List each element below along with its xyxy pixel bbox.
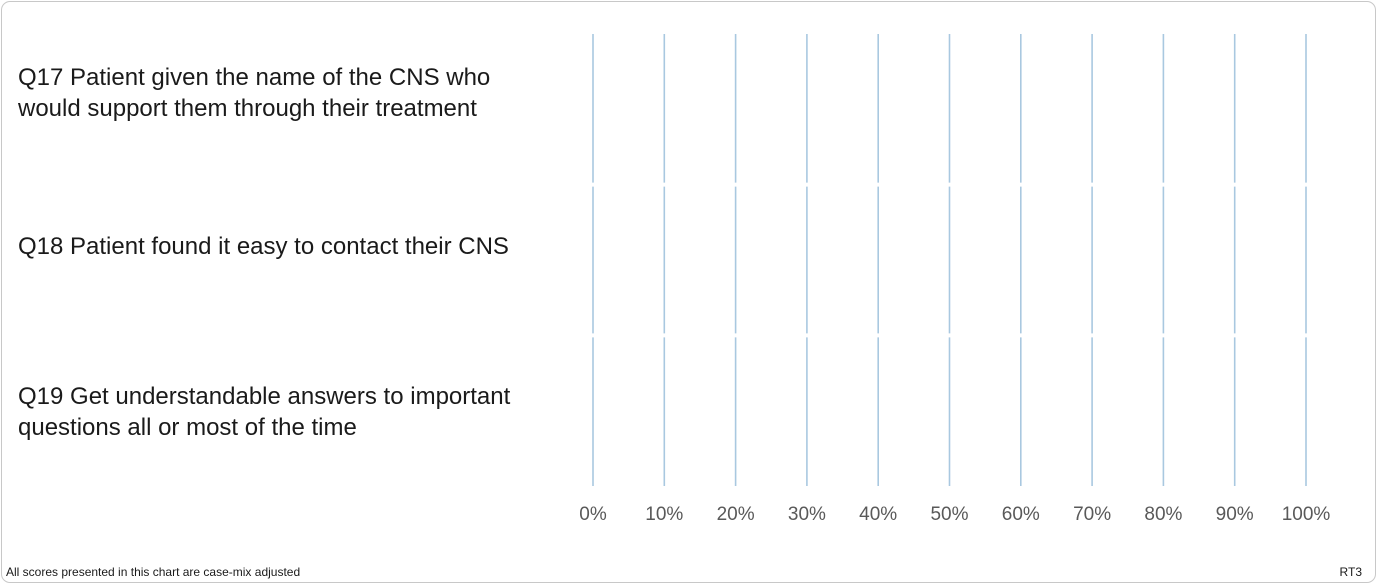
x-tick-label: 20%: [716, 504, 755, 525]
category-label: Q19 Get understandable answers to import…: [18, 383, 511, 441]
category-label: Q17 Patient given the name of the CNS wh…: [18, 64, 491, 122]
x-tick-label: 90%: [1215, 504, 1254, 525]
x-tick-label: 50%: [930, 504, 969, 525]
case-mix-footnote: All scores presented in this chart are c…: [6, 565, 301, 579]
x-tick-label: 0%: [579, 504, 607, 525]
x-tick-label: 70%: [1073, 504, 1112, 525]
category-label: Q18 Patient found it easy to contact the…: [18, 233, 509, 260]
x-tick-label: 80%: [1144, 504, 1183, 525]
x-tick-label: 10%: [645, 504, 684, 525]
x-tick-label: 60%: [1001, 504, 1040, 525]
x-tick-label: 100%: [1281, 504, 1331, 525]
x-tick-label: 30%: [787, 504, 826, 525]
x-tick-label: 40%: [859, 504, 898, 525]
chart-code-label: RT3: [1339, 565, 1362, 579]
